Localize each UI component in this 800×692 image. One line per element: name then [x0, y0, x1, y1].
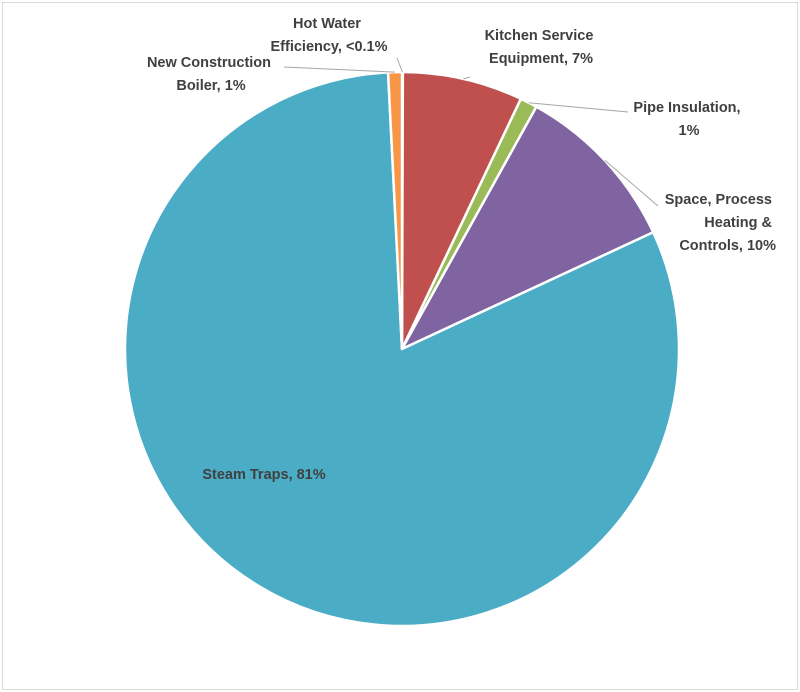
leader-line-kitchen: [463, 76, 471, 80]
label-steam-traps: Steam Traps, 81%: [202, 467, 325, 483]
label-hot-water: Hot Water Efficiency, <0.1%: [271, 16, 388, 55]
leader-line-space: [604, 159, 659, 207]
label-kitchen: Kitchen Service Equipment, 7%: [485, 28, 598, 67]
label-new-construction-boiler: New Construction Boiler, 1%: [147, 55, 275, 94]
leader-line-pipe: [528, 102, 629, 113]
leader-lines: [283, 57, 659, 207]
leader-line-boiler: [283, 66, 396, 73]
pie-slice-kitchen: [400, 70, 523, 351]
pie-slice-space: [400, 105, 655, 351]
label-space-heating: Space, Process Heating & Controls, 10%: [665, 192, 776, 254]
leader-line-hot_water: [396, 57, 403, 73]
pie-slices: [123, 70, 681, 628]
label-pipe-insulation: Pipe Insulation, 1%: [633, 100, 744, 139]
